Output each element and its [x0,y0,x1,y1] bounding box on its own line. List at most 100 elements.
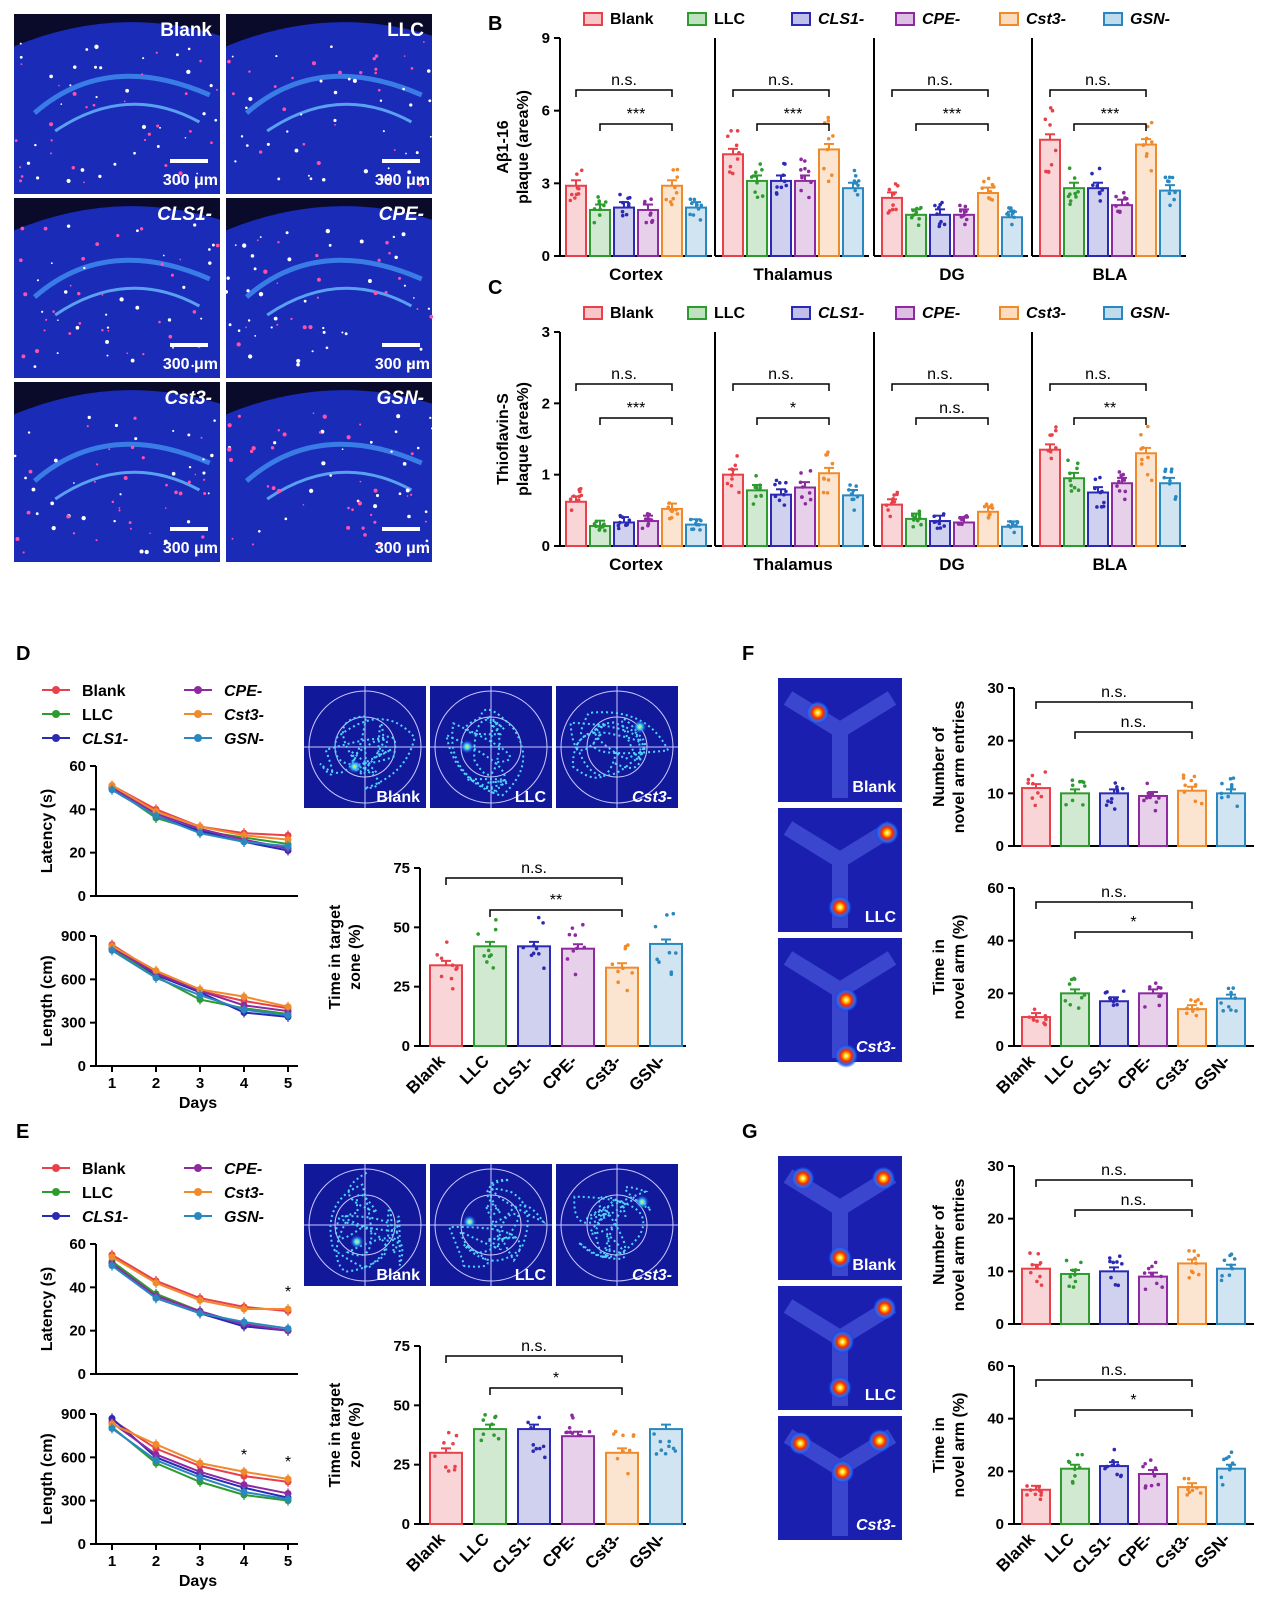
data-point [624,212,629,217]
data-point [1148,1458,1153,1462]
significance-star: * [285,1454,291,1471]
bar [429,964,463,1047]
plaque-dot [359,423,362,426]
data-point [773,482,777,487]
y-axis-label-line1: Aβ1-16 [495,120,512,173]
data-point [1199,801,1204,806]
data-point [1048,433,1052,437]
data-point [1043,117,1048,122]
data-point [784,489,788,494]
y-tick-label: 6 [542,103,550,120]
plaque-dot [78,322,82,325]
data-point [645,512,650,516]
data-point [671,168,676,172]
plaque-dot [105,313,108,316]
data-point [1232,1257,1237,1261]
plaque-dot [177,180,181,184]
y-tick-label: 900 [61,928,86,945]
data-point [733,463,738,468]
data-point [1168,203,1172,208]
data-point [610,962,615,967]
plaque-dot [325,346,329,350]
region-label: Thalamus [753,265,832,284]
scale-bar [382,159,420,163]
track-group-label: Blank [376,1267,420,1284]
significance-label: n.s. [611,72,637,89]
y-axis-label-line2: novel arm (%) [951,915,968,1020]
data-point [1070,1479,1075,1484]
plaque-dot [318,431,322,434]
data-point [489,953,493,957]
plaque-dot [333,90,338,95]
plaque-dot [101,329,104,332]
data-point [1119,1474,1123,1479]
x-tick-label: 5 [284,1553,292,1570]
plaque-dot [178,491,183,496]
series-line [111,945,289,1018]
data-point [890,207,895,212]
legend-label: Cst3- [1026,11,1066,28]
panel-label: C [488,277,502,299]
data-point [582,945,587,950]
data-point [674,507,678,512]
plaque-dot [296,358,301,363]
significance-bracket [489,909,623,917]
data-point [911,524,916,529]
plaque-dot [363,169,369,174]
data-point [698,218,703,222]
data-point [1154,1281,1159,1286]
data-point [1228,1253,1232,1258]
bar [685,523,707,547]
y-tick-label: 10 [987,1263,1004,1280]
data-point [854,484,858,488]
data-point [751,502,756,506]
plaque-dot [106,326,110,329]
plaque-dot [317,277,321,282]
data-point [1105,1464,1110,1469]
scale-label: 300 μm [375,540,430,557]
plaque-dot [373,488,378,493]
data-point [494,918,498,922]
y-axis-label-line1: Time in target [327,1382,344,1487]
plaque-dot [296,362,300,367]
data-point [1101,504,1106,509]
data-point [481,1418,486,1422]
plaque-dot [363,533,367,537]
data-point [644,220,649,225]
x-tick-label: 4 [240,1553,249,1570]
plaque-dot [403,284,406,287]
data-point [1082,784,1087,788]
data-point [1113,781,1118,785]
data-point [829,173,834,178]
plaque-dot [253,267,257,271]
plaque-dot [108,448,111,451]
plaque-dot [308,324,313,330]
data-point [1153,1260,1158,1265]
x-tick-label: 4 [240,1075,249,1092]
data-point [1154,800,1159,804]
data-point [1229,1450,1234,1455]
data-point [196,985,204,993]
data-point [1073,1474,1077,1478]
data-point [647,517,651,521]
legend-label: Cst3- [1026,305,1066,322]
plaque-dot [19,55,23,59]
data-point [807,195,811,200]
data-point [1226,794,1230,799]
plaque-dot [378,542,382,547]
data-point [575,172,579,176]
data-point [988,512,992,517]
data-point [1198,1491,1203,1495]
data-point [729,483,734,488]
data-point [152,1450,160,1458]
data-point [1033,803,1038,808]
data-point [450,963,455,968]
bar [1060,1467,1090,1525]
data-point [671,1446,676,1451]
data-point [626,943,630,947]
plaque-dot [227,447,232,452]
x-category-label: CPE- [1114,1051,1156,1093]
data-point [889,501,894,506]
y-axis-label-line2: novel arm (%) [951,1393,968,1498]
legend-label: CPE- [922,11,960,28]
